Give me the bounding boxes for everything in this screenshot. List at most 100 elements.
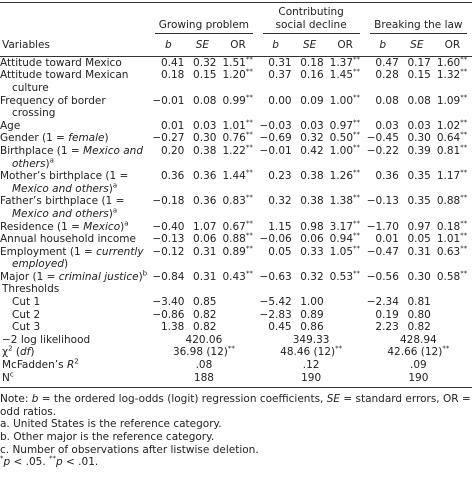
superscript: a	[112, 181, 118, 190]
cell: 0.63**	[436, 244, 468, 258]
superscript: c	[9, 370, 14, 379]
blank	[218, 309, 257, 322]
cell: 2.23	[375, 321, 399, 334]
column-header: b	[364, 36, 401, 57]
column-label: SE	[410, 39, 424, 52]
text: Gender (1 =	[0, 132, 69, 145]
text: McFadden’s	[2, 359, 67, 372]
cell: 0.17	[407, 56, 431, 69]
italic-text: Mexico and others	[12, 182, 109, 195]
column-header: b	[150, 36, 187, 57]
variable-row: Birthplace (1 = Mexico and others)a 0.20 0…	[0, 144, 472, 170]
cell: 1.01**	[436, 231, 468, 246]
column-label: b	[165, 39, 172, 52]
cell: −0.18	[152, 195, 185, 208]
cell: −0.84	[152, 270, 185, 283]
cell: 0.15	[193, 69, 217, 82]
cell: 0.31	[407, 245, 431, 258]
cell: 0.33	[300, 245, 324, 258]
text: )	[108, 207, 113, 220]
superscript: *	[0, 454, 4, 463]
cell: −0.01	[259, 144, 292, 157]
text: )	[30, 346, 35, 359]
row-label: χ2 (df)	[0, 345, 150, 359]
cell: 0.01	[160, 119, 185, 132]
text: Mother’s birthplace (1 =	[0, 170, 129, 183]
cell: 349.33	[292, 333, 330, 346]
cell: 1.00**	[329, 93, 361, 107]
cell: 0.08	[375, 94, 399, 107]
cell: 0.03	[193, 119, 217, 132]
cell: 0.39	[407, 144, 431, 157]
cell: 1.09**	[436, 93, 468, 107]
cell: 0.03	[407, 119, 431, 132]
text: Note:	[0, 393, 32, 406]
row-label: Father’s birthplace (1 = Mexico and othe…	[0, 195, 150, 220]
cell: 0.20	[160, 144, 185, 157]
cell: 0.05	[268, 245, 292, 258]
cell: −0.56	[366, 270, 399, 283]
blank	[218, 296, 257, 309]
cell: 0.36	[160, 170, 185, 183]
cell: 0.28	[375, 69, 399, 82]
group-header: Contributing social decline	[257, 2, 365, 37]
text: Birthplace (1 =	[0, 144, 84, 157]
cell: 0.16	[300, 69, 324, 82]
cell: −0.63	[259, 270, 292, 283]
column-header: SE	[400, 36, 433, 57]
cell: 0.35	[407, 170, 431, 183]
column-label: SE	[302, 39, 317, 52]
blank	[326, 296, 365, 309]
variable-row: Attitude toward Mexico 0.41 0.32 1.51** 0.31…	[0, 56, 472, 69]
cell: 0.97	[407, 220, 431, 233]
superscript: **	[49, 454, 57, 463]
cell: 1.26**	[329, 168, 361, 183]
note-line: a. United States is the reference catego…	[0, 418, 474, 431]
cell: 0.18	[300, 56, 324, 69]
group-label: Breaking the law	[369, 19, 467, 35]
cell: 0.38	[300, 195, 324, 208]
row-label: McFadden’s R2	[0, 358, 150, 372]
variable-row: Attitude toward Mexican culture 0.18 0.15 1…	[0, 67, 472, 94]
column-label: b	[272, 39, 279, 52]
cell: 3.17**	[329, 219, 361, 233]
cell: 0.36	[193, 195, 217, 208]
cell: 0.32	[268, 195, 292, 208]
cell: 428.94	[399, 333, 437, 346]
cell: 0.31	[268, 56, 292, 69]
cell: .12	[302, 359, 320, 372]
cell: 1.37**	[329, 55, 361, 69]
text: Attitude toward Mexico	[0, 56, 122, 69]
cell: −1.70	[366, 220, 399, 233]
group-label: Contributing social decline	[262, 6, 360, 35]
superscript: a	[112, 206, 118, 215]
cell: 1.45**	[329, 67, 361, 82]
row-label: Age	[0, 120, 150, 133]
row-label: Frequency of border crossing	[0, 95, 150, 120]
cell: 0.31	[193, 245, 217, 258]
cell: 0.06	[193, 233, 217, 246]
cell: 0.89	[300, 308, 324, 321]
column-header: OR	[218, 36, 258, 57]
section-label: Thresholds	[2, 283, 60, 296]
cell: 0.36	[193, 170, 217, 183]
row-label: Nc	[0, 370, 151, 389]
text: Father’s birthplace (1 =	[0, 195, 125, 208]
cell: 0.37	[268, 69, 292, 82]
cell: 0.35	[407, 195, 431, 208]
cell: 0.01	[375, 233, 399, 246]
cell: 0.45	[268, 321, 292, 334]
blank	[326, 321, 365, 334]
threshold-row: Cut 3 1.38 0.82 0.45 0.86 2.23 0.82	[0, 321, 472, 334]
italic-text: b	[31, 393, 39, 406]
cell: −3.40	[152, 296, 185, 309]
cell: 0.50**	[329, 130, 361, 145]
row-label: −2 log likelihood	[0, 334, 150, 347]
cell: 0.38	[193, 144, 217, 157]
row-label: Cut 3	[12, 321, 41, 334]
cell: 0.67**	[222, 219, 253, 233]
cell: 0.30	[193, 132, 217, 145]
text: < .05.	[10, 456, 50, 469]
cell: −0.45	[366, 132, 399, 145]
